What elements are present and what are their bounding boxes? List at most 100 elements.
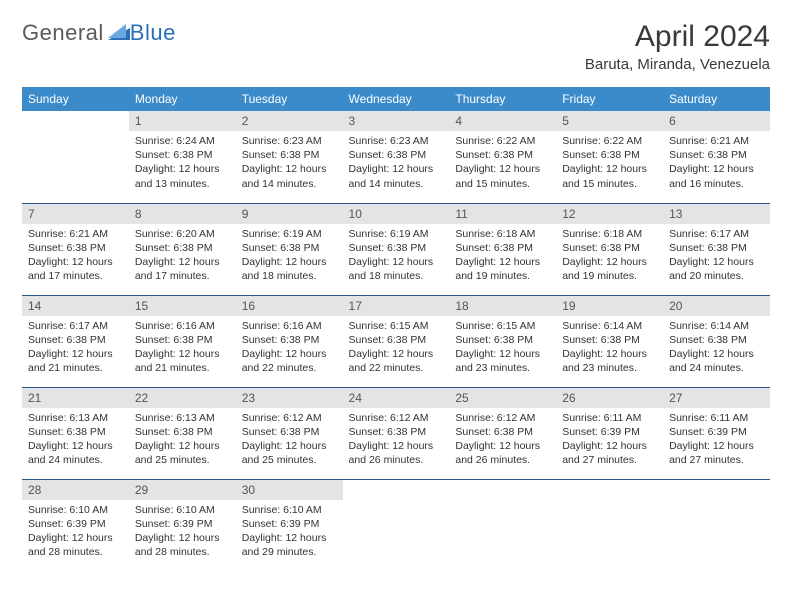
- calendar-day-cell: 14Sunrise: 6:17 AMSunset: 6:38 PMDayligh…: [22, 295, 129, 387]
- day-body: Sunrise: 6:16 AMSunset: 6:38 PMDaylight:…: [236, 316, 343, 382]
- calendar-day-cell: 15Sunrise: 6:16 AMSunset: 6:38 PMDayligh…: [129, 295, 236, 387]
- day-body: Sunrise: 6:10 AMSunset: 6:39 PMDaylight:…: [129, 500, 236, 566]
- weekday-header: Thursday: [449, 87, 556, 111]
- sunrise-text: Sunrise: 6:19 AM: [349, 227, 444, 241]
- day-number: 6: [663, 111, 770, 131]
- sunrise-text: Sunrise: 6:23 AM: [242, 134, 337, 148]
- daylight-text: Daylight: 12 hours and 15 minutes.: [562, 162, 657, 190]
- daylight-text: Daylight: 12 hours and 21 minutes.: [135, 347, 230, 375]
- calendar-day-cell: ..: [22, 111, 129, 203]
- day-body: Sunrise: 6:22 AMSunset: 6:38 PMDaylight:…: [449, 131, 556, 197]
- calendar-day-cell: 30Sunrise: 6:10 AMSunset: 6:39 PMDayligh…: [236, 479, 343, 571]
- calendar-day-cell: 12Sunrise: 6:18 AMSunset: 6:38 PMDayligh…: [556, 203, 663, 295]
- logo: General Blue: [22, 20, 176, 46]
- day-body: Sunrise: 6:10 AMSunset: 6:39 PMDaylight:…: [236, 500, 343, 566]
- daylight-text: Daylight: 12 hours and 25 minutes.: [242, 439, 337, 467]
- sunrise-text: Sunrise: 6:11 AM: [669, 411, 764, 425]
- daylight-text: Daylight: 12 hours and 18 minutes.: [349, 255, 444, 283]
- daylight-text: Daylight: 12 hours and 13 minutes.: [135, 162, 230, 190]
- calendar-day-cell: 7Sunrise: 6:21 AMSunset: 6:38 PMDaylight…: [22, 203, 129, 295]
- sunrise-text: Sunrise: 6:11 AM: [562, 411, 657, 425]
- sunrise-text: Sunrise: 6:17 AM: [669, 227, 764, 241]
- day-body: Sunrise: 6:18 AMSunset: 6:38 PMDaylight:…: [449, 224, 556, 290]
- sunrise-text: Sunrise: 6:16 AM: [135, 319, 230, 333]
- daylight-text: Daylight: 12 hours and 27 minutes.: [562, 439, 657, 467]
- sunset-text: Sunset: 6:38 PM: [455, 333, 550, 347]
- calendar-week-row: 14Sunrise: 6:17 AMSunset: 6:38 PMDayligh…: [22, 295, 770, 387]
- daylight-text: Daylight: 12 hours and 22 minutes.: [242, 347, 337, 375]
- sunset-text: Sunset: 6:38 PM: [242, 241, 337, 255]
- daylight-text: Daylight: 12 hours and 28 minutes.: [28, 531, 123, 559]
- day-body: Sunrise: 6:21 AMSunset: 6:38 PMDaylight:…: [22, 224, 129, 290]
- day-body: Sunrise: 6:14 AMSunset: 6:38 PMDaylight:…: [663, 316, 770, 382]
- weekday-row: SundayMondayTuesdayWednesdayThursdayFrid…: [22, 87, 770, 111]
- logo-text-blue: Blue: [130, 20, 176, 46]
- logo-mark-icon: [108, 20, 130, 46]
- calendar-day-cell: 29Sunrise: 6:10 AMSunset: 6:39 PMDayligh…: [129, 479, 236, 571]
- sunset-text: Sunset: 6:38 PM: [562, 148, 657, 162]
- day-number: 20: [663, 296, 770, 316]
- calendar-day-cell: 16Sunrise: 6:16 AMSunset: 6:38 PMDayligh…: [236, 295, 343, 387]
- weekday-header: Monday: [129, 87, 236, 111]
- calendar-day-cell: 13Sunrise: 6:17 AMSunset: 6:38 PMDayligh…: [663, 203, 770, 295]
- daylight-text: Daylight: 12 hours and 19 minutes.: [562, 255, 657, 283]
- day-number: 14: [22, 296, 129, 316]
- sunrise-text: Sunrise: 6:19 AM: [242, 227, 337, 241]
- sunrise-text: Sunrise: 6:23 AM: [349, 134, 444, 148]
- calendar-day-cell: 5Sunrise: 6:22 AMSunset: 6:38 PMDaylight…: [556, 111, 663, 203]
- day-number: 5: [556, 111, 663, 131]
- calendar-day-cell: 24Sunrise: 6:12 AMSunset: 6:38 PMDayligh…: [343, 387, 450, 479]
- day-number: 7: [22, 204, 129, 224]
- calendar-day-cell: 26 Sunrise: 6:11 AMSunset: 6:39 PMDayligh…: [556, 387, 663, 479]
- month-title: April 2024: [585, 20, 770, 54]
- calendar-day-cell: 6Sunrise: 6:21 AMSunset: 6:38 PMDaylight…: [663, 111, 770, 203]
- sunset-text: Sunset: 6:38 PM: [349, 241, 444, 255]
- calendar-day-cell: 19Sunrise: 6:14 AMSunset: 6:38 PMDayligh…: [556, 295, 663, 387]
- day-body: Sunrise: 6:19 AMSunset: 6:38 PMDaylight:…: [343, 224, 450, 290]
- calendar-table: SundayMondayTuesdayWednesdayThursdayFrid…: [22, 87, 770, 571]
- calendar-day-cell: 11Sunrise: 6:18 AMSunset: 6:38 PMDayligh…: [449, 203, 556, 295]
- sunset-text: Sunset: 6:38 PM: [562, 241, 657, 255]
- calendar-day-cell: 1Sunrise: 6:24 AMSunset: 6:38 PMDaylight…: [129, 111, 236, 203]
- calendar-day-cell: ..: [663, 479, 770, 571]
- location-text: Baruta, Miranda, Venezuela: [585, 56, 770, 73]
- daylight-text: Daylight: 12 hours and 19 minutes.: [455, 255, 550, 283]
- sunrise-text: Sunrise: 6:12 AM: [349, 411, 444, 425]
- sunset-text: Sunset: 6:38 PM: [349, 333, 444, 347]
- day-body: Sunrise: 6:14 AMSunset: 6:38 PMDaylight:…: [556, 316, 663, 382]
- daylight-text: Daylight: 12 hours and 17 minutes.: [135, 255, 230, 283]
- day-number: 26: [556, 388, 663, 408]
- weekday-header: Saturday: [663, 87, 770, 111]
- day-body: Sunrise: 6:12 AMSunset: 6:38 PMDaylight:…: [343, 408, 450, 474]
- daylight-text: Daylight: 12 hours and 17 minutes.: [28, 255, 123, 283]
- day-body: Sunrise: 6:20 AMSunset: 6:38 PMDaylight:…: [129, 224, 236, 290]
- day-body: Sunrise: 6:17 AMSunset: 6:38 PMDaylight:…: [663, 224, 770, 290]
- calendar-day-cell: 2Sunrise: 6:23 AMSunset: 6:38 PMDaylight…: [236, 111, 343, 203]
- sunrise-text: Sunrise: 6:21 AM: [28, 227, 123, 241]
- sunrise-text: Sunrise: 6:10 AM: [242, 503, 337, 517]
- day-body: Sunrise: 6:17 AMSunset: 6:38 PMDaylight:…: [22, 316, 129, 382]
- sunrise-text: Sunrise: 6:21 AM: [669, 134, 764, 148]
- sunset-text: Sunset: 6:38 PM: [349, 148, 444, 162]
- sunrise-text: Sunrise: 6:20 AM: [135, 227, 230, 241]
- calendar-day-cell: 3Sunrise: 6:23 AMSunset: 6:38 PMDaylight…: [343, 111, 450, 203]
- day-number: 8: [129, 204, 236, 224]
- sunset-text: Sunset: 6:39 PM: [669, 425, 764, 439]
- daylight-text: Daylight: 12 hours and 14 minutes.: [242, 162, 337, 190]
- sunrise-text: Sunrise: 6:15 AM: [455, 319, 550, 333]
- day-number: 24: [343, 388, 450, 408]
- calendar-day-cell: 10Sunrise: 6:19 AMSunset: 6:38 PMDayligh…: [343, 203, 450, 295]
- sunset-text: Sunset: 6:38 PM: [242, 148, 337, 162]
- day-body: Sunrise: 6:22 AMSunset: 6:38 PMDaylight:…: [556, 131, 663, 197]
- calendar-week-row: 28Sunrise: 6:10 AMSunset: 6:39 PMDayligh…: [22, 479, 770, 571]
- sunset-text: Sunset: 6:39 PM: [562, 425, 657, 439]
- sunset-text: Sunset: 6:38 PM: [455, 148, 550, 162]
- sunset-text: Sunset: 6:38 PM: [455, 241, 550, 255]
- calendar-day-cell: 9Sunrise: 6:19 AMSunset: 6:38 PMDaylight…: [236, 203, 343, 295]
- day-number: 29: [129, 480, 236, 500]
- day-number: 13: [663, 204, 770, 224]
- daylight-text: Daylight: 12 hours and 24 minutes.: [28, 439, 123, 467]
- sunset-text: Sunset: 6:38 PM: [28, 241, 123, 255]
- day-number: 4: [449, 111, 556, 131]
- sunset-text: Sunset: 6:38 PM: [669, 241, 764, 255]
